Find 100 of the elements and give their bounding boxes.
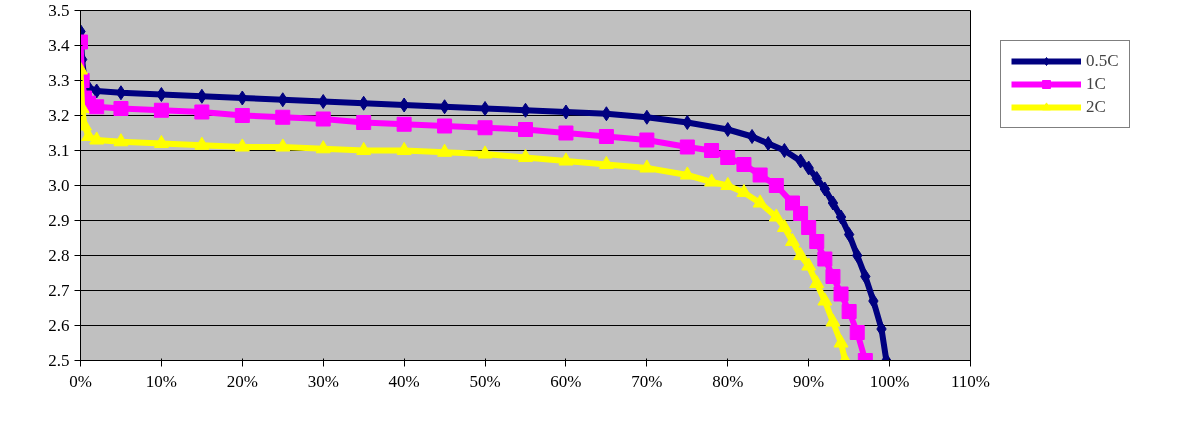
y-tick-label: 2.7	[48, 281, 70, 300]
x-tick-label: 50%	[469, 371, 501, 391]
point	[89, 99, 105, 115]
point	[763, 136, 774, 151]
point	[639, 159, 655, 173]
x-tick-label: 90%	[793, 371, 825, 391]
point	[194, 136, 210, 150]
point	[194, 104, 210, 120]
point	[736, 157, 752, 172]
x-tick-label: 40%	[388, 371, 420, 391]
point	[801, 257, 817, 271]
point	[704, 173, 720, 187]
point	[518, 148, 533, 163]
point	[801, 220, 817, 235]
point	[275, 138, 291, 152]
point	[560, 104, 572, 120]
point	[835, 209, 847, 225]
point	[356, 115, 372, 130]
point	[153, 134, 169, 149]
point	[558, 125, 574, 141]
x-tick-label: 20%	[226, 371, 258, 391]
point	[752, 167, 768, 183]
point	[849, 325, 865, 340]
y-tick-label: 2.9	[48, 211, 70, 230]
x-tick-label: 0%	[69, 371, 92, 391]
point	[809, 274, 825, 289]
y-tick-label: 3.0	[48, 176, 70, 195]
point	[779, 143, 790, 158]
point	[785, 232, 800, 247]
point	[825, 269, 841, 284]
point	[437, 118, 453, 134]
point	[275, 109, 291, 125]
point	[817, 251, 833, 267]
x-tick-label: 80%	[712, 371, 744, 391]
point	[477, 145, 493, 159]
legend-label: 0.5C	[1086, 51, 1119, 71]
y-tick-label: 2.5	[48, 351, 70, 370]
point	[315, 140, 331, 154]
point	[817, 292, 833, 306]
point	[811, 171, 822, 186]
point	[793, 206, 809, 221]
point	[833, 286, 849, 302]
point	[776, 218, 792, 233]
point	[752, 194, 768, 208]
y-tick-label: 3.5	[48, 1, 70, 20]
point	[768, 178, 784, 193]
point	[768, 208, 784, 222]
point	[89, 131, 105, 145]
point	[558, 152, 574, 166]
point	[598, 129, 614, 144]
point	[819, 181, 831, 197]
point	[437, 143, 453, 157]
point	[843, 227, 855, 242]
point	[234, 138, 250, 152]
point	[479, 101, 491, 116]
point	[793, 246, 809, 261]
point	[315, 111, 331, 127]
x-tick-label: 10%	[145, 371, 177, 391]
point	[679, 166, 695, 180]
point	[852, 248, 863, 263]
point	[598, 155, 614, 170]
point	[113, 101, 129, 116]
point	[398, 97, 410, 113]
point	[153, 102, 169, 118]
point	[318, 94, 329, 109]
point	[827, 195, 839, 211]
x-tick-label: 60%	[550, 371, 582, 391]
point	[736, 183, 752, 198]
point	[722, 122, 733, 137]
point	[356, 141, 372, 156]
point	[396, 141, 412, 156]
x-tick-label: 100%	[869, 371, 910, 391]
point	[825, 313, 841, 327]
point	[156, 87, 167, 102]
x-tick-label: 70%	[631, 371, 663, 391]
point	[641, 109, 653, 125]
point	[809, 234, 825, 249]
legend-label: 2C	[1086, 97, 1106, 117]
point	[833, 334, 849, 348]
point	[679, 139, 695, 155]
y-tick-label: 3.1	[48, 141, 70, 160]
y-tick-label: 2.6	[48, 316, 70, 335]
y-tick-label: 3.2	[48, 106, 70, 125]
point	[196, 88, 208, 104]
point	[234, 108, 250, 123]
point	[860, 269, 871, 284]
point	[115, 85, 127, 101]
y-tick-label: 3.4	[48, 36, 70, 55]
point	[704, 143, 720, 158]
y-tick-label: 2.8	[48, 246, 70, 265]
point	[477, 120, 493, 136]
point	[113, 133, 129, 147]
point	[639, 132, 655, 148]
y-tick-label: 3.3	[48, 71, 70, 90]
x-tick-label: 30%	[307, 371, 339, 391]
point	[720, 150, 736, 165]
point	[682, 115, 693, 130]
legend-label: 1C	[1086, 74, 1106, 94]
point	[746, 129, 758, 144]
point	[518, 122, 533, 137]
